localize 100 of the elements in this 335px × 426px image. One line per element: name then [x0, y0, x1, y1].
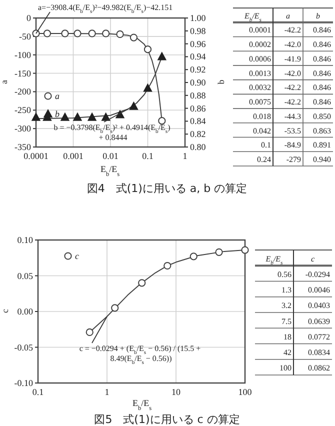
y-tick-label: -150: [14, 68, 32, 78]
y2-tick-label: 1.00: [190, 13, 206, 23]
text: 0.1: [261, 140, 271, 150]
text: 0.0002: [249, 40, 271, 50]
text: 0.0032: [249, 83, 271, 92]
point: [215, 248, 223, 256]
point: [138, 279, 146, 287]
y-axis-title: c: [0, 309, 10, 313]
y2-tick-label: 0.98: [190, 26, 206, 36]
point: [32, 112, 40, 121]
text: 0.846: [313, 98, 331, 107]
y2-tick-label: 0.96: [190, 38, 206, 49]
text: 3.2: [282, 301, 292, 310]
point: [129, 102, 138, 110]
point: [60, 112, 70, 121]
point: [102, 30, 110, 38]
y-tick-label: 0.05: [17, 270, 34, 281]
text: 18: [284, 332, 292, 342]
x-tick-label: 0.001: [63, 151, 84, 161]
text: 100: [280, 364, 292, 373]
y2-tick-label: 0.92: [190, 64, 206, 75]
y-tick-label: -0.10: [14, 378, 34, 388]
text: 0.863: [313, 126, 331, 136]
text: 0.56: [278, 270, 292, 279]
y-tick-label: -100: [14, 50, 32, 60]
text: 0.0013: [249, 68, 271, 78]
x-tick-label: 0.01: [102, 151, 118, 161]
text: 0.018: [253, 112, 271, 121]
x-axis-title: E$_{b}$/E$_{s}$: [132, 398, 152, 412]
text: c = −0.0294 + (E$_{b}$/E$_{s}$ − 0.56) / (15.5 + 8.49(E$_{b}$/E$_{s}$ − 0.56)): [79, 344, 201, 366]
point: [164, 262, 172, 270]
y-tick-label: -250: [14, 105, 32, 116]
x-tick-label: 0.1: [32, 387, 44, 397]
text: -41.9: [284, 54, 301, 64]
point: [190, 252, 198, 260]
text: 42: [284, 348, 292, 357]
text: 0.0006: [249, 54, 271, 64]
y-tick-label: 0.00: [17, 306, 34, 316]
text: -84.9: [284, 140, 301, 150]
y2-tick-label: 0.94: [190, 52, 206, 62]
text: 0.0639: [308, 316, 330, 326]
text: -279: [286, 154, 301, 164]
y2-tick-label: 0.84: [190, 116, 206, 126]
text: 0.24: [257, 154, 271, 164]
text: 7.5: [282, 316, 292, 326]
y2-tick-label: 0.88: [190, 90, 206, 100]
point: [88, 30, 96, 38]
y2-tick-label: 0.86: [190, 103, 206, 114]
text: a: [286, 11, 290, 20]
caption: 図5 式(1)に用いる c の算定: [94, 413, 240, 426]
y2-tick-label: 0.82: [190, 129, 206, 140]
y-tick-label: -50: [19, 31, 32, 42]
caption: 図4 式(1)に用いる a, b の算定: [86, 182, 248, 195]
text: a=−3908.4(E$_{b}$/E$_{s}$)²−49.982(E$_{b}$/E$_{s}$)−42.151: [38, 3, 173, 15]
point: [86, 328, 94, 336]
text: 0.850: [313, 112, 331, 121]
point: [158, 52, 166, 60]
text: 0.0001: [249, 26, 271, 35]
x-tick-label: 10: [172, 387, 181, 397]
point: [116, 30, 124, 38]
x-tick-label: 1: [104, 387, 110, 397]
text: -53.5: [284, 126, 301, 136]
legend-label: a: [55, 91, 60, 101]
y2-axis-title: b: [216, 79, 226, 84]
y-tick-label: -350: [14, 142, 32, 152]
x-tick-label: 100: [238, 387, 252, 397]
text: b = −0.3798(E$_{b}$/E$_{s}$)² + 0.4914(E$_{b}$/E$_{s}$) + 0.8444: [54, 123, 170, 142]
x-axis-title: E$_{b}$/E$_{s}$: [100, 164, 120, 178]
text: -42.2: [284, 98, 301, 107]
text: 0.846: [313, 83, 331, 92]
point: [73, 112, 82, 121]
point: [74, 30, 82, 38]
legend-label: c: [75, 251, 79, 261]
x-tick-label: 1: [182, 151, 188, 161]
text: 0.0075: [249, 98, 271, 107]
point: [111, 304, 119, 312]
text: 0.846: [313, 40, 331, 50]
text: 0.891: [313, 140, 331, 150]
point: [158, 117, 166, 125]
text: 0.940: [313, 154, 331, 164]
point: [88, 112, 96, 121]
point: [102, 112, 110, 121]
text: E$_{b}$/E$_{s}$: [244, 11, 262, 24]
y2-tick-label: 0.80: [190, 142, 206, 152]
text: -42.0: [284, 68, 301, 78]
y-tick-label: -0.05: [14, 342, 34, 352]
point: [130, 34, 138, 42]
y-tick-label: -200: [14, 86, 32, 97]
y2-tick-label: 0.90: [190, 78, 206, 88]
y-tick-label: 0: [26, 13, 32, 23]
text: -0.0294: [305, 270, 330, 279]
text: -44.3: [284, 112, 301, 121]
y-tick-label: -300: [14, 124, 32, 134]
point: [143, 84, 152, 92]
text: -42.0: [284, 40, 301, 50]
text: 0.846: [313, 54, 331, 64]
point: [241, 246, 249, 254]
x-tick-label: 0.0001: [24, 151, 48, 161]
text: 0.0834: [308, 348, 330, 357]
text: 0.0403: [308, 301, 330, 310]
